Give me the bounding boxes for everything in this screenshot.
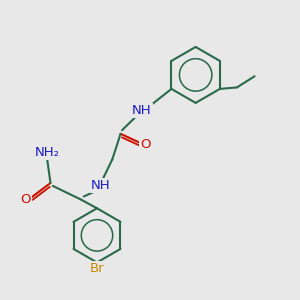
Text: O: O bbox=[20, 193, 31, 206]
Text: NH: NH bbox=[132, 104, 152, 117]
Text: Br: Br bbox=[90, 262, 104, 275]
Text: NH: NH bbox=[91, 179, 110, 192]
Text: O: O bbox=[140, 138, 151, 151]
Text: NH₂: NH₂ bbox=[34, 146, 59, 159]
